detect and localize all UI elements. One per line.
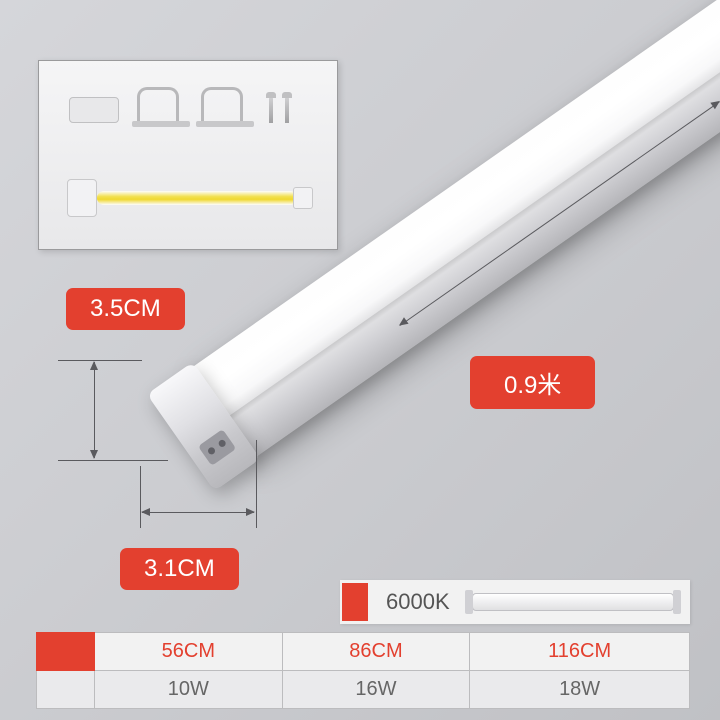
socket-icon (198, 429, 236, 466)
dim-extension (58, 360, 142, 361)
mounting-clip-icon (137, 87, 179, 121)
mounting-clip-icon (201, 87, 243, 121)
dim-extension (256, 440, 257, 528)
accessories-panel (38, 60, 338, 250)
mini-tube-icon (472, 593, 674, 611)
row-marker (37, 633, 95, 671)
spec-length-cell: 56CM (95, 633, 283, 671)
accent-marker (342, 583, 368, 621)
dim-extension (58, 460, 168, 461)
spec-watt-cell: 10W (95, 671, 283, 709)
depth-badge: 3.1CM (120, 548, 239, 590)
depth-dimension-line (142, 512, 254, 513)
spec-watt-cell: 16W (282, 671, 470, 709)
cable-icon (97, 191, 297, 205)
spec-length-cell: 86CM (282, 633, 470, 671)
screw-icon (285, 97, 289, 123)
table-row: 56CM 86CM 116CM (37, 633, 690, 671)
endcap-part (69, 97, 119, 123)
height-badge: 3.5CM (66, 288, 185, 330)
cable-end-icon (293, 187, 313, 209)
infographic-canvas: 3.5CM 3.1CM 0.9米 6000K 56CM 86CM 116CM 1… (0, 0, 720, 720)
dim-extension (140, 466, 141, 528)
table-row: 10W 16W 18W (37, 671, 690, 709)
plug-icon (67, 179, 97, 217)
row-marker (37, 671, 95, 709)
spec-length-cell: 116CM (470, 633, 690, 671)
spec-table: 56CM 86CM 116CM 10W 16W 18W (36, 632, 690, 709)
height-dimension-line (94, 362, 95, 458)
length-badge: 0.9米 (470, 356, 595, 409)
color-temp-label: 6000K (386, 589, 450, 615)
spec-watt-cell: 18W (470, 671, 690, 709)
screw-icon (269, 97, 273, 123)
color-temp-bar: 6000K (340, 580, 690, 624)
